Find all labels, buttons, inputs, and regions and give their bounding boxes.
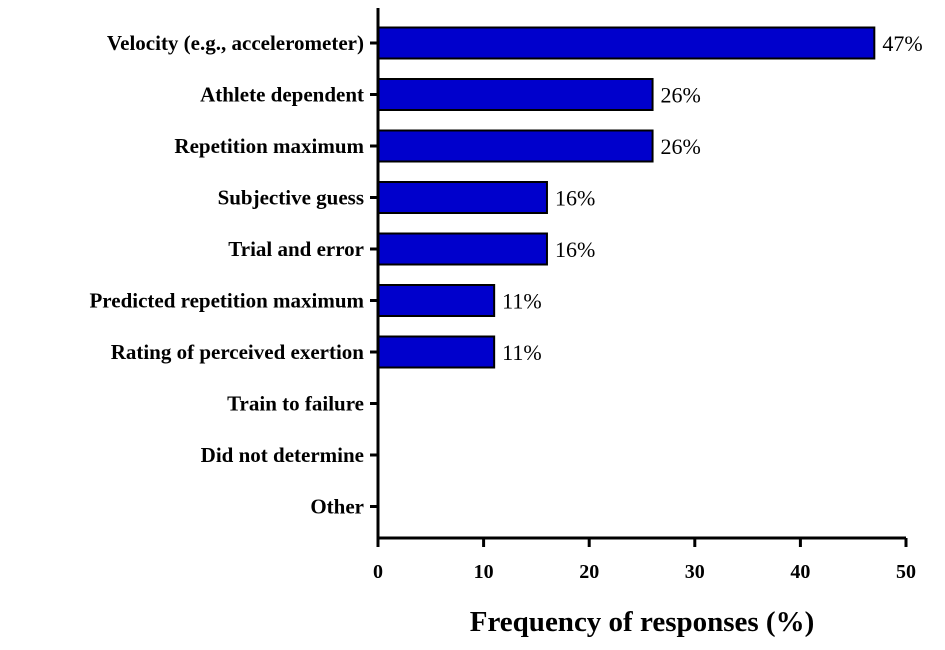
bar bbox=[377, 129, 654, 163]
data-labels-group: 47% 26% 26% 16% 16% 11% 11% bbox=[502, 31, 922, 365]
bar bbox=[377, 26, 876, 60]
bar bbox=[377, 232, 548, 266]
category-label: Did not determine bbox=[201, 443, 364, 467]
data-label: 11% bbox=[502, 340, 542, 365]
x-tick-label: 0 bbox=[373, 561, 383, 583]
x-tick-label: 10 bbox=[474, 561, 494, 583]
category-label: Velocity (e.g., accelerometer) bbox=[107, 31, 364, 55]
x-axis-title: Frequency of responses (%) bbox=[470, 606, 815, 638]
x-tick-label: 50 bbox=[896, 561, 916, 583]
x-tick-label: 20 bbox=[579, 561, 599, 583]
x-tick-label: 40 bbox=[790, 561, 810, 583]
category-label: Athlete dependent bbox=[200, 83, 364, 107]
data-label: 26% bbox=[661, 83, 701, 108]
category-label: Repetition maximum bbox=[174, 134, 364, 158]
category-label: Rating of perceived exertion bbox=[111, 340, 365, 364]
category-label: Trial and error bbox=[228, 237, 364, 261]
x-tick-label: 30 bbox=[685, 561, 705, 583]
category-label: Subjective guess bbox=[218, 186, 364, 210]
data-label: 26% bbox=[661, 134, 701, 159]
data-label: 11% bbox=[502, 289, 542, 314]
category-labels-group: Velocity (e.g., accelerometer) Athlete de… bbox=[89, 31, 364, 519]
category-label: Predicted repetition maximum bbox=[89, 289, 364, 313]
data-label: 47% bbox=[882, 31, 922, 56]
bar bbox=[377, 335, 496, 369]
bar bbox=[377, 284, 496, 317]
data-label: 16% bbox=[555, 237, 595, 262]
x-ticks-group: 0 10 20 30 40 50 bbox=[373, 538, 916, 583]
category-label: Train to failure bbox=[227, 392, 364, 416]
bars-group bbox=[377, 26, 876, 369]
data-label: 16% bbox=[555, 186, 595, 211]
category-label: Other bbox=[310, 495, 364, 519]
bar bbox=[377, 78, 654, 111]
bar bbox=[377, 181, 548, 214]
